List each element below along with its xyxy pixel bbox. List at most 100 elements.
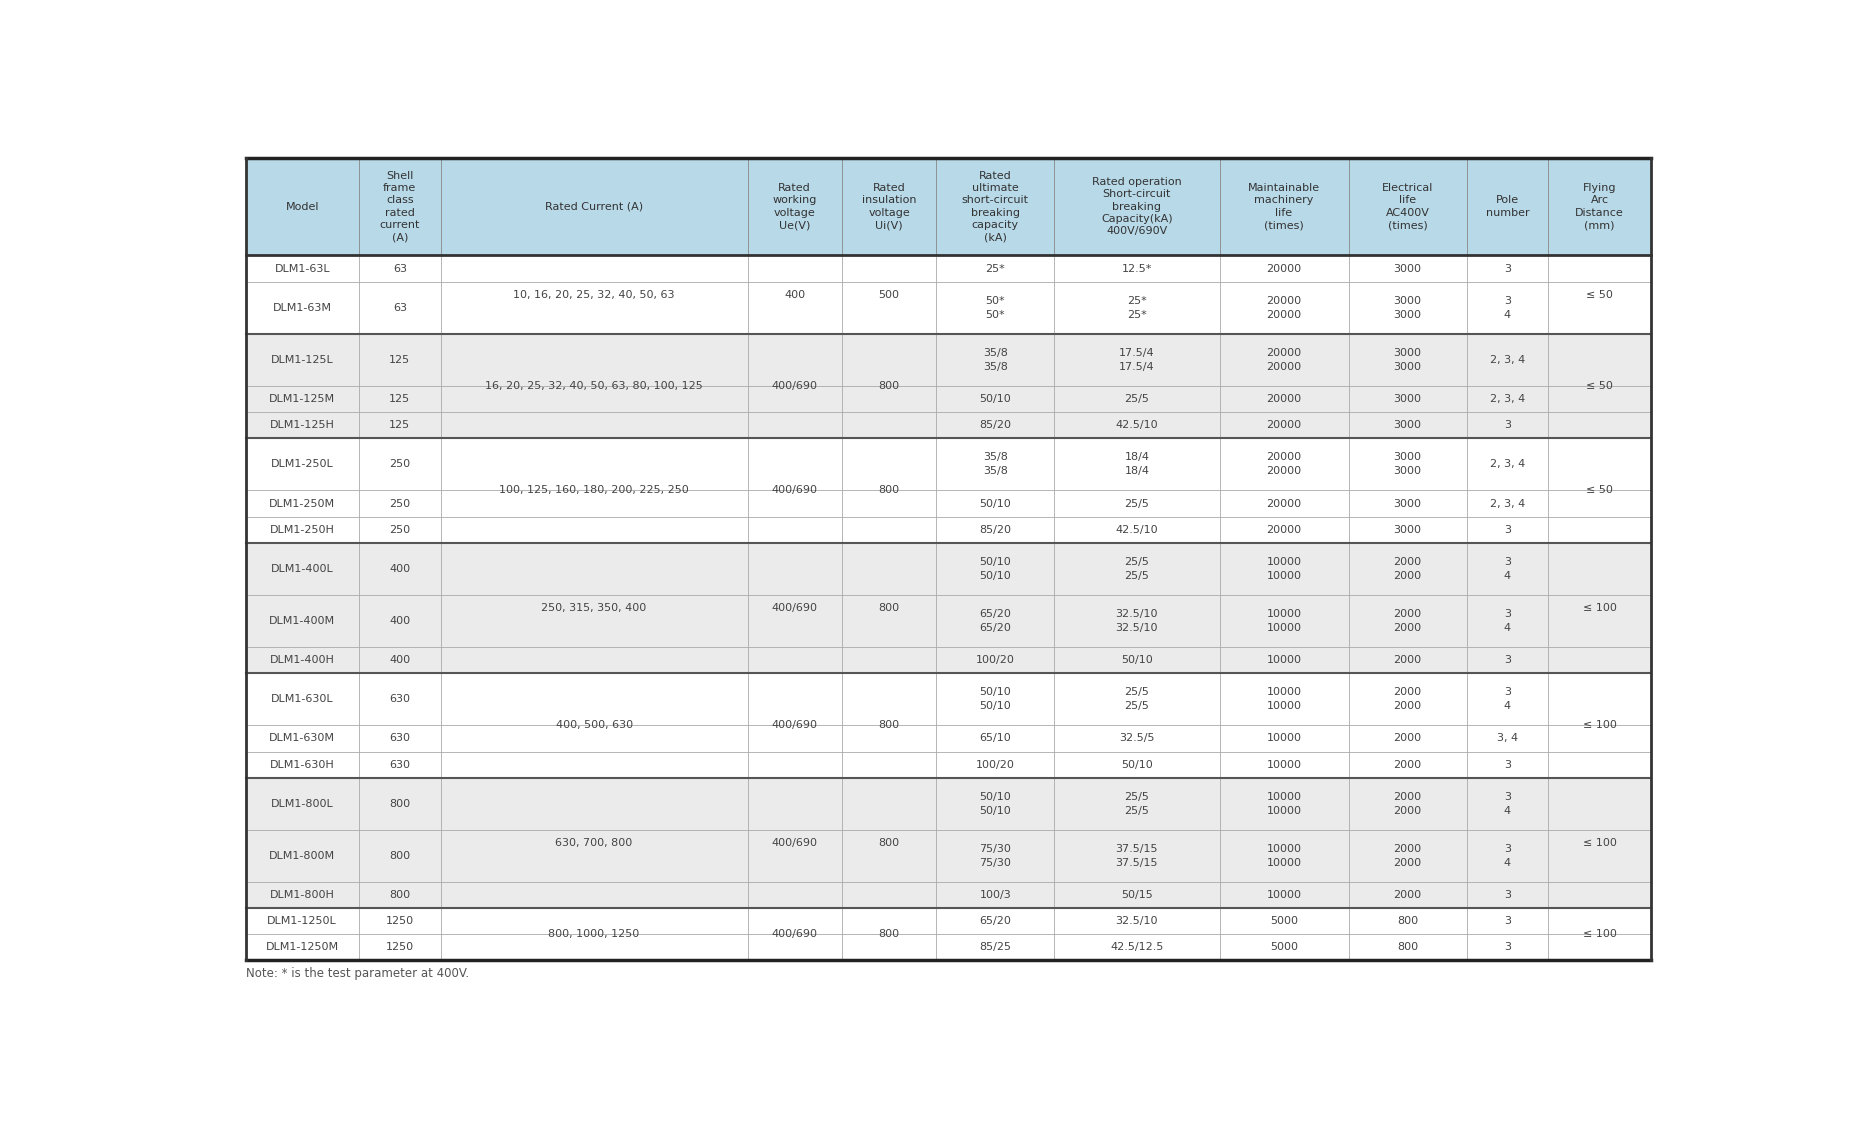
Text: 400, 500, 630: 400, 500, 630 [555, 721, 633, 731]
Text: 63: 63 [392, 264, 407, 273]
Text: 3000: 3000 [1393, 394, 1421, 404]
Text: 42.5/10: 42.5/10 [1116, 420, 1158, 431]
Text: 50*
50*: 50* 50* [986, 296, 1005, 320]
Text: 10000
10000: 10000 10000 [1267, 556, 1302, 581]
Text: 2, 3, 4: 2, 3, 4 [1489, 355, 1524, 365]
Text: 630: 630 [388, 695, 411, 705]
Text: 3: 3 [1504, 264, 1511, 273]
Text: DLM1-63L: DLM1-63L [274, 264, 329, 273]
Bar [246, 543, 1650, 673]
Text: 100/20: 100/20 [977, 655, 1016, 665]
Bar [246, 255, 1650, 334]
Text: 35/8
35/8: 35/8 35/8 [982, 452, 1008, 476]
Text: 800: 800 [879, 721, 899, 731]
Text: 3
4: 3 4 [1504, 296, 1511, 320]
Text: 20000
20000: 20000 20000 [1267, 348, 1302, 372]
Text: 85/20: 85/20 [979, 525, 1012, 535]
Bar [246, 334, 1650, 438]
Text: DLM1-1250M: DLM1-1250M [266, 943, 339, 953]
Text: 25*: 25* [986, 264, 1005, 273]
Text: 800: 800 [879, 603, 899, 613]
Text: 800: 800 [388, 851, 411, 861]
Text: 50/10: 50/10 [979, 499, 1012, 509]
Text: Maintainable
machinery
life
(times): Maintainable machinery life (times) [1249, 184, 1321, 230]
Text: 400: 400 [388, 616, 411, 627]
Text: 85/25: 85/25 [979, 943, 1012, 953]
Text: 10000: 10000 [1267, 759, 1302, 769]
Text: 20000: 20000 [1267, 499, 1302, 509]
Text: DLM1-125L: DLM1-125L [270, 355, 333, 365]
Text: 400: 400 [388, 564, 411, 573]
Text: Rated
working
voltage
Ue(V): Rated working voltage Ue(V) [773, 184, 818, 230]
Text: ≤ 100: ≤ 100 [1582, 838, 1617, 847]
Text: 20000
20000: 20000 20000 [1267, 452, 1302, 476]
Text: 25/5
25/5: 25/5 25/5 [1125, 688, 1149, 712]
Text: 32.5/10: 32.5/10 [1116, 917, 1158, 926]
Text: DLM1-630L: DLM1-630L [270, 695, 333, 705]
Text: 50/10
50/10: 50/10 50/10 [979, 792, 1012, 816]
Text: 50/15: 50/15 [1121, 891, 1153, 900]
Text: ≤ 50: ≤ 50 [1585, 485, 1613, 495]
Text: 250, 315, 350, 400: 250, 315, 350, 400 [542, 603, 648, 613]
Text: Model: Model [285, 202, 318, 212]
Text: 2000: 2000 [1393, 759, 1421, 769]
Text: 250: 250 [388, 499, 411, 509]
Bar [246, 909, 1650, 961]
Text: 12.5*: 12.5* [1121, 264, 1153, 273]
Text: 800: 800 [879, 485, 899, 495]
Text: Rated operation
Short-circuit
breaking
Capacity(kA)
400V/690V: Rated operation Short-circuit breaking C… [1092, 177, 1182, 237]
Text: 35/8
35/8: 35/8 35/8 [982, 348, 1008, 372]
Text: 65/20: 65/20 [979, 917, 1012, 926]
Text: 3, 4: 3, 4 [1497, 733, 1519, 743]
Text: 3000: 3000 [1393, 499, 1421, 509]
Text: 2000
2000: 2000 2000 [1393, 610, 1421, 633]
Text: 16, 20, 25, 32, 40, 50, 63, 80, 100, 125: 16, 20, 25, 32, 40, 50, 63, 80, 100, 125 [485, 381, 703, 391]
Text: 20000: 20000 [1267, 394, 1302, 404]
Text: 100/20: 100/20 [977, 759, 1016, 769]
Text: 75/30
75/30: 75/30 75/30 [979, 844, 1012, 868]
Text: 32.5/10
32.5/10: 32.5/10 32.5/10 [1116, 610, 1158, 633]
Text: Electrical
life
AC400V
(times): Electrical life AC400V (times) [1382, 184, 1434, 230]
Text: DLM1-125H: DLM1-125H [270, 420, 335, 431]
Text: 3000: 3000 [1393, 264, 1421, 273]
Text: ≤ 100: ≤ 100 [1582, 929, 1617, 939]
Text: 400/690: 400/690 [771, 485, 818, 495]
Text: DLM1-400L: DLM1-400L [270, 564, 333, 573]
Bar [246, 673, 1650, 777]
Text: 2, 3, 4: 2, 3, 4 [1489, 394, 1524, 404]
Text: ≤ 100: ≤ 100 [1582, 603, 1617, 613]
Text: 63: 63 [392, 303, 407, 313]
Text: 630, 700, 800: 630, 700, 800 [555, 838, 633, 847]
Text: 5000: 5000 [1271, 917, 1299, 926]
Text: 3000: 3000 [1393, 420, 1421, 431]
Text: 3: 3 [1504, 943, 1511, 953]
Text: 500: 500 [879, 290, 899, 299]
Bar [246, 157, 1650, 255]
Text: 2000
2000: 2000 2000 [1393, 844, 1421, 868]
Text: DLM1-800H: DLM1-800H [270, 891, 335, 900]
Text: DLM1-125M: DLM1-125M [268, 394, 335, 404]
Text: 3: 3 [1504, 891, 1511, 900]
Text: 630: 630 [388, 733, 411, 743]
Text: 5000: 5000 [1271, 943, 1299, 953]
Text: 2000: 2000 [1393, 655, 1421, 665]
Text: 3: 3 [1504, 655, 1511, 665]
Text: 800: 800 [388, 799, 411, 809]
Text: 20000: 20000 [1267, 525, 1302, 535]
Text: 400/690: 400/690 [771, 838, 818, 847]
Text: DLM1-400H: DLM1-400H [270, 655, 335, 665]
Text: DLM1-250L: DLM1-250L [270, 459, 333, 469]
Text: 25/5: 25/5 [1125, 394, 1149, 404]
Text: DLM1-1250L: DLM1-1250L [268, 917, 337, 926]
Text: DLM1-63M: DLM1-63M [272, 303, 331, 313]
Text: 50/10: 50/10 [1121, 655, 1153, 665]
Text: 3: 3 [1504, 917, 1511, 926]
Text: 10, 16, 20, 25, 32, 40, 50, 63: 10, 16, 20, 25, 32, 40, 50, 63 [512, 290, 675, 299]
Text: 800: 800 [1397, 917, 1419, 926]
Text: DLM1-630H: DLM1-630H [270, 759, 335, 769]
Text: 630: 630 [388, 759, 411, 769]
Text: 3
4: 3 4 [1504, 610, 1511, 633]
Text: 65/10: 65/10 [979, 733, 1012, 743]
Text: 42.5/10: 42.5/10 [1116, 525, 1158, 535]
Text: 800: 800 [879, 838, 899, 847]
